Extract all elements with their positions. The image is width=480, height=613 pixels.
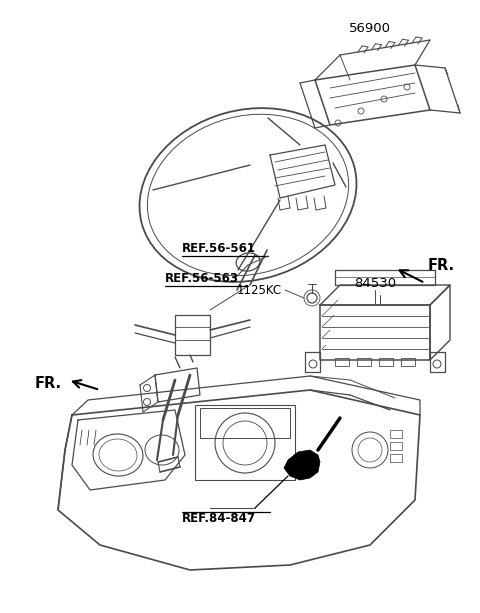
Bar <box>390 454 402 462</box>
Bar <box>401 358 415 366</box>
Text: 56900: 56900 <box>349 22 391 35</box>
Text: REF.56-563: REF.56-563 <box>165 272 239 285</box>
Bar <box>390 442 402 450</box>
Text: REF.56-561: REF.56-561 <box>182 242 256 255</box>
Text: 84530: 84530 <box>354 277 396 290</box>
Bar <box>195 405 295 480</box>
Text: FR.: FR. <box>35 376 62 390</box>
Bar <box>357 358 371 366</box>
Polygon shape <box>284 450 320 480</box>
Bar <box>175 315 210 355</box>
Bar <box>390 430 402 438</box>
Bar <box>379 358 393 366</box>
Bar <box>335 358 349 366</box>
Text: FR.: FR. <box>428 257 455 273</box>
Bar <box>200 408 290 438</box>
Text: 1125KC: 1125KC <box>237 283 282 297</box>
Text: REF.84-847: REF.84-847 <box>182 512 256 525</box>
